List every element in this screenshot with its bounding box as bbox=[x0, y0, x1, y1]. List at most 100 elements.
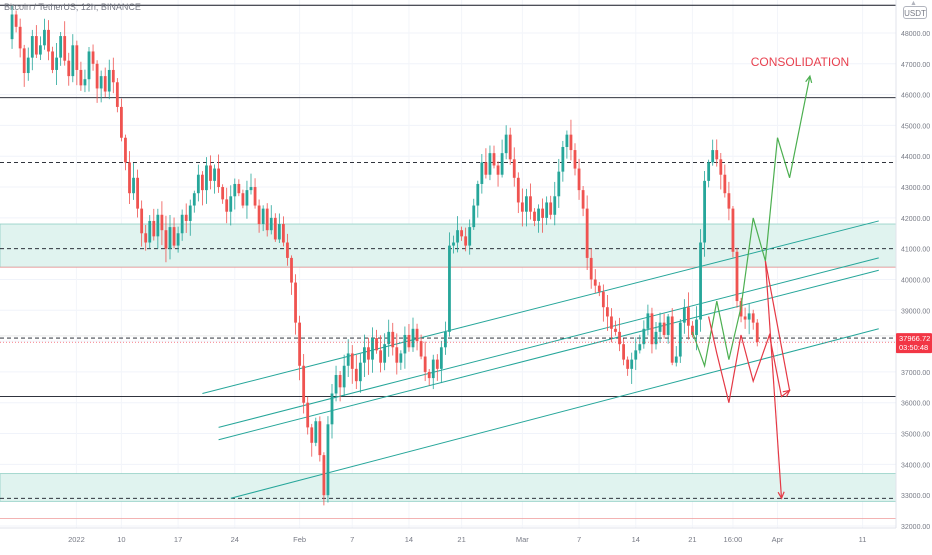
candle[interactable] bbox=[79, 61, 83, 91]
currency-badge[interactable]: USDT bbox=[903, 6, 927, 19]
candle[interactable] bbox=[614, 320, 617, 336]
candle[interactable] bbox=[403, 326, 407, 369]
candle[interactable] bbox=[34, 25, 38, 59]
candle[interactable] bbox=[703, 171, 706, 257]
candle[interactable] bbox=[322, 452, 326, 506]
candle[interactable] bbox=[71, 34, 75, 83]
candle[interactable] bbox=[755, 319, 759, 347]
candle[interactable] bbox=[715, 139, 719, 167]
candle[interactable] bbox=[723, 164, 727, 198]
candle[interactable] bbox=[593, 269, 597, 294]
candle[interactable] bbox=[379, 335, 382, 373]
candle[interactable] bbox=[468, 219, 472, 255]
candle[interactable] bbox=[318, 416, 322, 462]
candle[interactable] bbox=[192, 190, 196, 213]
candle[interactable] bbox=[411, 317, 415, 352]
candle[interactable] bbox=[213, 164, 216, 194]
candle[interactable] bbox=[480, 154, 484, 194]
candle[interactable] bbox=[237, 179, 241, 197]
candle[interactable] bbox=[310, 423, 314, 457]
candle[interactable] bbox=[666, 313, 670, 344]
candle[interactable] bbox=[520, 188, 524, 227]
candle[interactable] bbox=[176, 226, 180, 253]
chevron-up-icon[interactable]: ▲ bbox=[910, 0, 917, 7]
candle[interactable] bbox=[650, 307, 654, 354]
candle[interactable] bbox=[646, 304, 650, 336]
candle[interactable] bbox=[743, 307, 747, 329]
candle[interactable] bbox=[444, 321, 447, 355]
candle[interactable] bbox=[573, 143, 577, 176]
candle[interactable] bbox=[387, 319, 391, 357]
candle[interactable] bbox=[269, 205, 273, 235]
candle[interactable] bbox=[290, 255, 293, 295]
candle[interactable] bbox=[302, 354, 306, 414]
candle[interactable] bbox=[233, 178, 237, 210]
candle[interactable] bbox=[342, 354, 346, 397]
price-axis[interactable] bbox=[896, 0, 932, 550]
candle[interactable] bbox=[383, 333, 387, 371]
candle[interactable] bbox=[691, 321, 694, 338]
candle[interactable] bbox=[63, 21, 67, 66]
candle[interactable] bbox=[14, 10, 18, 33]
candle[interactable] bbox=[537, 204, 540, 233]
candle[interactable] bbox=[553, 181, 557, 226]
candle[interactable] bbox=[638, 334, 642, 354]
candle[interactable] bbox=[654, 322, 658, 350]
candle[interactable] bbox=[597, 282, 601, 297]
candle[interactable] bbox=[111, 57, 115, 94]
candle[interactable] bbox=[549, 195, 553, 220]
candle[interactable] bbox=[152, 208, 156, 241]
candle[interactable] bbox=[221, 184, 225, 204]
candle[interactable] bbox=[516, 172, 520, 214]
candle[interactable] bbox=[55, 43, 58, 85]
candle[interactable] bbox=[358, 353, 362, 393]
candle[interactable] bbox=[43, 18, 46, 50]
candle[interactable] bbox=[367, 337, 370, 375]
candle[interactable] bbox=[630, 352, 634, 384]
candle[interactable] bbox=[265, 203, 269, 237]
candle[interactable] bbox=[144, 224, 148, 251]
candle[interactable] bbox=[257, 199, 261, 233]
candle[interactable] bbox=[500, 139, 504, 178]
candle[interactable] bbox=[140, 200, 144, 247]
candle[interactable] bbox=[30, 29, 34, 71]
candle[interactable] bbox=[371, 327, 374, 373]
candle[interactable] bbox=[354, 354, 358, 390]
candle[interactable] bbox=[464, 227, 468, 252]
candle[interactable] bbox=[294, 274, 297, 335]
candle[interactable] bbox=[435, 354, 439, 381]
candle[interactable] bbox=[504, 125, 508, 160]
candle[interactable] bbox=[512, 147, 516, 187]
candle[interactable] bbox=[407, 323, 411, 352]
candle[interactable] bbox=[180, 209, 184, 241]
candle[interactable] bbox=[707, 159, 711, 188]
candle[interactable] bbox=[217, 154, 220, 193]
candle[interactable] bbox=[670, 308, 674, 366]
candle[interactable] bbox=[188, 199, 192, 236]
candles-layer[interactable] bbox=[10, 5, 759, 506]
candle[interactable] bbox=[261, 205, 265, 232]
candle[interactable] bbox=[658, 312, 662, 343]
candle[interactable] bbox=[456, 216, 459, 253]
candle[interactable] bbox=[699, 229, 702, 332]
candle[interactable] bbox=[711, 139, 715, 166]
candle[interactable] bbox=[747, 304, 751, 335]
candle[interactable] bbox=[51, 46, 54, 74]
candle[interactable] bbox=[634, 337, 638, 371]
candle[interactable] bbox=[47, 20, 50, 61]
candle[interactable] bbox=[585, 195, 589, 271]
candle[interactable] bbox=[306, 396, 310, 435]
candle[interactable] bbox=[529, 183, 532, 220]
candle[interactable] bbox=[136, 169, 139, 218]
candle[interactable] bbox=[298, 315, 301, 381]
candle[interactable] bbox=[492, 145, 496, 169]
candle[interactable] bbox=[419, 334, 423, 360]
candle[interactable] bbox=[350, 345, 354, 384]
candle[interactable] bbox=[201, 171, 204, 206]
candle[interactable] bbox=[95, 60, 99, 103]
candle[interactable] bbox=[682, 299, 686, 334]
candle[interactable] bbox=[132, 162, 135, 200]
symbol-legend[interactable]: Bitcoin / TetherUS, 12h, BINANCE bbox=[4, 2, 141, 12]
candle[interactable] bbox=[330, 384, 334, 439]
